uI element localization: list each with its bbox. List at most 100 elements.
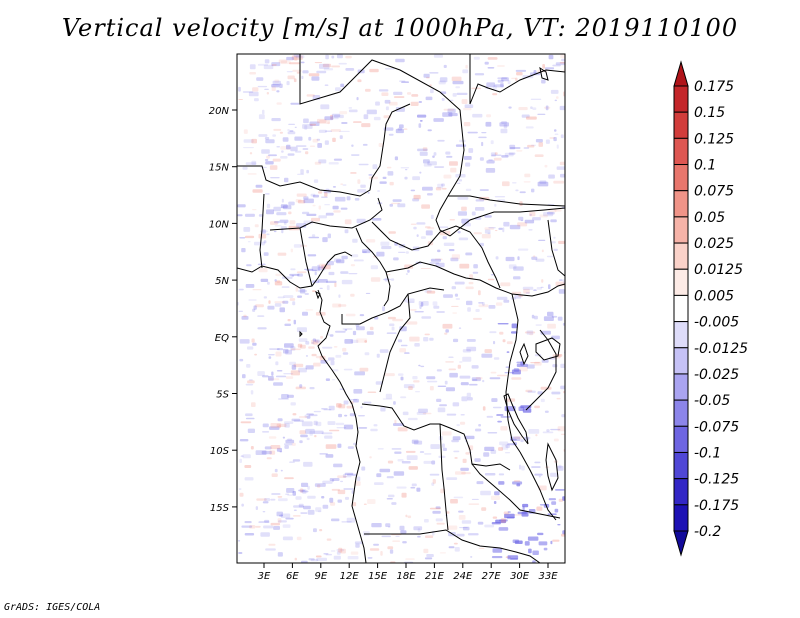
downward-cell bbox=[550, 241, 556, 244]
downward-cell bbox=[255, 184, 263, 188]
downward-cell bbox=[265, 139, 275, 144]
lon-label: 24E bbox=[453, 571, 473, 582]
upward-cell bbox=[309, 145, 316, 147]
downward-cell bbox=[262, 511, 266, 513]
downward-cell bbox=[263, 64, 274, 70]
downward-cell bbox=[284, 421, 294, 424]
upward-cell bbox=[506, 341, 513, 345]
downward-cell bbox=[276, 447, 282, 452]
downward-cell bbox=[321, 408, 328, 410]
downward-cell bbox=[309, 121, 320, 126]
downward-cell bbox=[304, 414, 307, 418]
downward-cell bbox=[546, 429, 550, 432]
downward-cell bbox=[300, 512, 308, 514]
lat-label: 15N bbox=[209, 163, 230, 174]
downward-cell bbox=[344, 339, 353, 344]
upward-cell bbox=[277, 252, 287, 256]
downward-cell bbox=[456, 182, 461, 184]
downward-cell bbox=[273, 230, 277, 233]
upward-cell bbox=[492, 93, 498, 96]
downward-cell bbox=[393, 401, 396, 405]
downward-cell bbox=[263, 240, 267, 244]
downward-cell bbox=[241, 316, 249, 320]
downward-cell bbox=[238, 540, 241, 542]
upward-cell bbox=[332, 137, 336, 142]
downward-cell bbox=[317, 279, 328, 283]
downward-cell bbox=[528, 229, 533, 231]
upward-cell bbox=[564, 241, 565, 244]
downward-cell bbox=[283, 373, 294, 375]
downward-cell bbox=[241, 248, 246, 253]
downward-cell bbox=[348, 107, 353, 109]
upward-cell bbox=[511, 291, 522, 295]
downward-cell bbox=[378, 89, 389, 92]
upward-cell bbox=[266, 457, 272, 460]
downward-cell bbox=[252, 308, 256, 312]
downward-cell bbox=[304, 292, 309, 295]
downward-cell bbox=[493, 340, 496, 345]
downward-cell bbox=[462, 526, 470, 531]
upward-cell bbox=[538, 142, 543, 147]
upward-cell bbox=[519, 366, 528, 372]
downward-cell bbox=[376, 353, 380, 358]
downward-cell bbox=[418, 364, 421, 367]
downward-cell bbox=[513, 368, 520, 372]
downward-cell bbox=[411, 439, 419, 444]
downward-cell bbox=[347, 446, 354, 449]
downward-cell bbox=[407, 417, 418, 421]
downward-cell bbox=[266, 209, 274, 215]
downward-cell bbox=[389, 549, 394, 554]
downward-cell bbox=[363, 401, 372, 404]
upward-cell bbox=[451, 254, 460, 260]
downward-cell bbox=[277, 418, 283, 422]
downward-cell bbox=[281, 276, 293, 279]
upward-cell bbox=[404, 264, 414, 269]
downward-cell bbox=[554, 129, 557, 132]
upward-cell bbox=[356, 338, 368, 343]
upward-cell bbox=[306, 94, 315, 97]
downward-cell bbox=[513, 266, 524, 271]
upward-cell bbox=[392, 540, 400, 542]
downward-cell bbox=[354, 541, 364, 545]
downward-cell bbox=[248, 299, 257, 301]
downward-cell bbox=[318, 129, 327, 133]
upward-cell bbox=[338, 547, 343, 553]
downward-cell bbox=[424, 453, 432, 455]
border-north-2 bbox=[469, 54, 565, 105]
downward-cell bbox=[554, 508, 559, 513]
downward-cell bbox=[272, 134, 276, 137]
downward-cell bbox=[481, 353, 493, 358]
downward-cell bbox=[561, 414, 565, 418]
upward-cell bbox=[295, 386, 306, 390]
downward-cell bbox=[242, 166, 248, 170]
downward-cell bbox=[243, 227, 251, 232]
downward-cell bbox=[457, 230, 461, 234]
downward-cell bbox=[471, 377, 481, 382]
upward-cell bbox=[250, 446, 254, 450]
downward-cell bbox=[329, 334, 334, 337]
downward-cell bbox=[329, 497, 334, 503]
downward-cell bbox=[306, 415, 311, 419]
downward-cell bbox=[327, 421, 336, 425]
downward-cell bbox=[306, 437, 310, 441]
downward-cell bbox=[352, 238, 358, 243]
upward-cell bbox=[465, 64, 468, 69]
downward-cell bbox=[533, 289, 537, 291]
downward-cell bbox=[334, 258, 341, 263]
downward-cell bbox=[524, 219, 535, 224]
downward-cell bbox=[442, 447, 447, 451]
downward-cell bbox=[239, 358, 244, 362]
upward-cell bbox=[317, 484, 321, 488]
downward-cell bbox=[266, 233, 270, 236]
downward-cell bbox=[311, 341, 315, 344]
upward-cell bbox=[332, 303, 342, 308]
downward-cell bbox=[411, 483, 417, 487]
downward-cell bbox=[396, 486, 407, 489]
downward-cell bbox=[400, 530, 407, 534]
upward-cell bbox=[346, 405, 354, 409]
downward-cell bbox=[244, 533, 255, 536]
upward-cell bbox=[279, 131, 283, 134]
downward-cell bbox=[419, 451, 425, 453]
downward-cell bbox=[318, 215, 327, 219]
downward-cell bbox=[363, 114, 369, 120]
